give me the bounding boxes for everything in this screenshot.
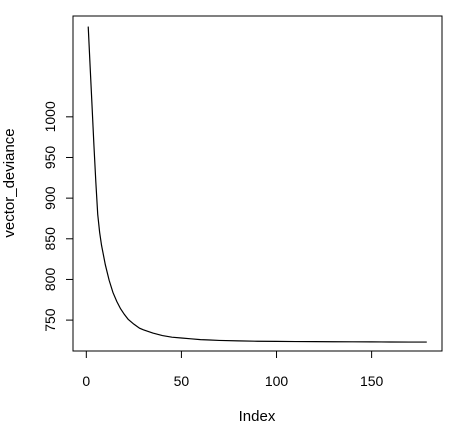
y-tick-label: 750	[42, 308, 58, 332]
y-tick-label: 900	[42, 186, 58, 210]
y-tick-label: 950	[42, 146, 58, 170]
x-tick-label: 150	[360, 373, 384, 389]
y-axis-title: vector_deviance	[1, 128, 18, 237]
plot-frame	[72, 15, 443, 352]
y-tick-label: 800	[42, 268, 58, 292]
x-axis-title: Index	[239, 408, 276, 425]
x-tick-label: 100	[265, 373, 289, 389]
y-tick-label: 850	[42, 227, 58, 251]
y-axis: 750 800 850 900 950 1000	[42, 101, 74, 332]
x-axis: 0 50 100 150	[82, 350, 384, 389]
deviance-series-line	[87, 26, 427, 343]
plot-layer	[87, 26, 427, 343]
x-tick-label: 0	[82, 373, 90, 389]
y-tick-label: 1000	[42, 101, 58, 132]
x-tick-label: 50	[174, 373, 190, 389]
